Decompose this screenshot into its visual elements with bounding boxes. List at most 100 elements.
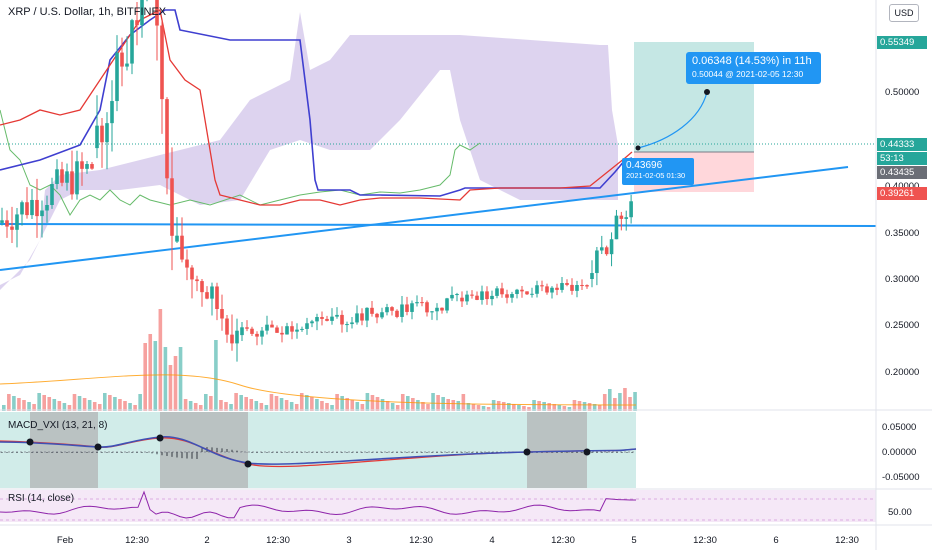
candle-body <box>35 199 39 217</box>
candle-body <box>5 220 9 227</box>
rsi-pane-title: RSI (14, close) <box>8 493 75 504</box>
volume-bar <box>315 399 319 411</box>
candle-body <box>335 314 339 317</box>
volume-bar <box>173 356 178 411</box>
volume-bar <box>370 395 375 411</box>
candle-body <box>555 287 559 290</box>
volume-bar <box>198 405 203 411</box>
volume-bar <box>507 403 511 411</box>
volume-bar <box>118 399 122 411</box>
candle-body <box>525 291 529 295</box>
volume-bar <box>229 404 233 411</box>
ichimoku-cloud <box>0 12 618 290</box>
volume-bar <box>249 399 254 411</box>
candle-body <box>500 288 504 295</box>
stop-price-tag: 0.39261 <box>877 187 927 200</box>
volume-bar <box>522 406 526 411</box>
volume-bar <box>264 405 269 411</box>
volume-bar <box>57 401 62 411</box>
time-axis-label: Feb <box>57 535 73 546</box>
candle-body <box>75 161 79 195</box>
volume-bar <box>441 397 445 411</box>
volume-bar <box>158 309 163 411</box>
candle-body <box>450 294 454 299</box>
volume-bar <box>244 397 248 411</box>
volume-bar <box>294 404 299 411</box>
volume-bar <box>219 400 223 411</box>
candle-body <box>245 327 249 329</box>
projection-start-marker <box>635 145 641 151</box>
volume-bar <box>582 402 587 411</box>
time-axis-label: 5 <box>631 535 636 546</box>
candle-body <box>170 178 174 236</box>
volume-bar <box>183 399 188 411</box>
candle-body <box>445 298 449 311</box>
volume-bar <box>380 399 385 411</box>
time-axis-label: 4 <box>489 535 494 546</box>
volume-bar <box>491 400 496 411</box>
volume-bar <box>310 397 314 411</box>
candle-body <box>355 313 359 323</box>
target-price-tag: 0.55349 <box>877 36 927 49</box>
measure-change: 0.06348 (14.53%) in 11h <box>692 55 812 67</box>
candle-body <box>315 317 319 322</box>
volume-bar <box>481 406 486 411</box>
candle-body <box>475 295 479 300</box>
macd-cross-dot <box>26 438 34 446</box>
candle-body <box>240 327 244 336</box>
candle-body <box>580 285 584 287</box>
candle-body <box>370 307 374 314</box>
volume-bar <box>365 393 370 411</box>
chikou-span-line <box>0 109 481 216</box>
time-axis-label: 12:30 <box>551 535 575 546</box>
volume-bar <box>587 403 592 411</box>
macd-pane-title: MACD_VXI (13, 21, 8) <box>8 420 108 431</box>
time-axis-label: 3 <box>346 535 351 546</box>
entry-time: 2021-02-05 01:30 <box>626 171 686 180</box>
volume-bar <box>426 404 430 411</box>
volume-bar <box>496 401 501 411</box>
volume-bar <box>421 402 425 411</box>
candle-body <box>480 291 484 300</box>
candle-body <box>110 101 114 124</box>
volume-bar <box>143 343 147 411</box>
candle-body <box>165 99 169 179</box>
candle-body <box>50 183 54 205</box>
candle-body <box>85 164 89 169</box>
candle-body <box>190 267 194 280</box>
macd-cross-dot <box>156 434 164 442</box>
volume-bar <box>269 394 274 411</box>
candle-body <box>550 287 554 293</box>
price-axis-label: 0.20000 <box>885 367 919 378</box>
volume-bar <box>451 400 456 411</box>
candle-body <box>385 307 389 313</box>
candle-body <box>215 286 219 309</box>
candle-body <box>255 333 259 337</box>
macd-cross-dot <box>94 443 102 451</box>
volume-bar <box>108 395 112 411</box>
candle-body <box>225 318 229 335</box>
candle-body <box>535 285 539 294</box>
volume-bar <box>456 401 461 411</box>
candle-body <box>415 302 419 304</box>
macd-gray-zone <box>30 412 98 488</box>
candle-body <box>609 239 614 255</box>
candle-body <box>305 323 309 329</box>
price-axis-label: 0.40000 <box>885 181 919 192</box>
currency-button[interactable]: USD <box>889 4 919 22</box>
volume-bar <box>47 397 52 411</box>
volume-bar <box>128 403 132 411</box>
candle-body <box>320 317 324 319</box>
volume-bar <box>512 404 516 411</box>
candle-body <box>485 291 489 300</box>
candle-body <box>280 332 284 335</box>
volume-bar <box>148 334 153 411</box>
volume-bar <box>567 407 572 411</box>
volume-bar <box>335 394 339 411</box>
volume-bar <box>602 394 607 411</box>
entry-tooltip: 0.43696 2021-02-05 01:30 <box>622 158 694 185</box>
measure-target: 0.50044 @ 2021-02-05 12:30 <box>692 69 804 79</box>
volume-bar <box>17 398 21 411</box>
candle-body <box>375 313 379 318</box>
